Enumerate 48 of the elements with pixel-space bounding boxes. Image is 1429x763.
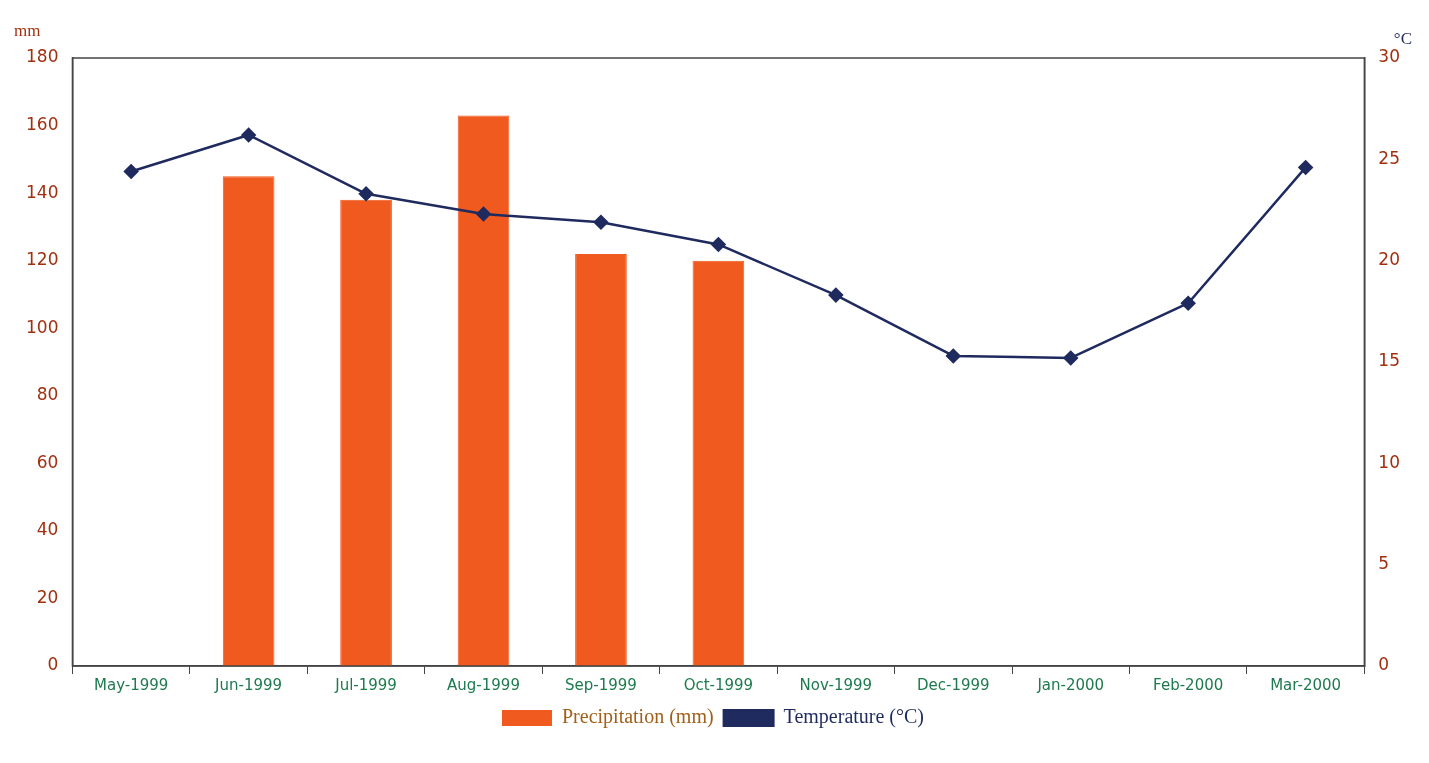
x-tick-label: Oct-1999 — [683, 675, 754, 694]
y-tick-label: 120 — [25, 249, 59, 270]
y-tick-label: 80 — [36, 384, 59, 405]
y-tick-label: 60 — [36, 451, 59, 472]
y2-axis-title: °C — [1393, 29, 1412, 49]
y-tick-label: 20 — [36, 586, 59, 607]
point — [241, 127, 256, 143]
y2-tick-label: 20 — [1378, 249, 1401, 270]
y-tick-label: 180 — [25, 46, 59, 67]
x-tick-label: Feb-2000 — [1153, 675, 1224, 694]
x-tick-label: Dec-1999 — [916, 675, 990, 694]
bar — [575, 253, 627, 666]
y-tick-label: 100 — [25, 316, 59, 337]
point — [358, 186, 374, 202]
y2-tick-label: 5 — [1378, 553, 1390, 574]
y2-tick-label: 0 — [1378, 654, 1390, 675]
y-axis-title: mm — [14, 21, 41, 41]
point — [711, 237, 726, 252]
bar — [340, 199, 392, 666]
point — [828, 287, 844, 303]
legend-label: Temperature (°C) — [783, 705, 925, 729]
x-tick-label: Jul-1999 — [334, 675, 397, 694]
point — [476, 206, 491, 222]
point — [1298, 160, 1313, 175]
y2-tick-label: 10 — [1378, 451, 1401, 472]
point — [1180, 295, 1196, 311]
y2-tick-label: 15 — [1378, 350, 1401, 371]
y-tick-label: 160 — [25, 113, 59, 134]
y2-tick-label: 30 — [1378, 46, 1401, 67]
bar — [692, 260, 745, 666]
y-tick-label: 0 — [47, 654, 59, 675]
x-tick-label: Sep-1999 — [565, 675, 637, 694]
x-tick-label: Jun-1999 — [214, 675, 283, 694]
point — [946, 348, 961, 364]
bar — [457, 115, 510, 666]
x-tick-label: Jan-2000 — [1036, 675, 1105, 694]
point — [1063, 350, 1078, 366]
x-tick-label: May-1999 — [94, 675, 169, 694]
y-tick-label: 40 — [36, 519, 59, 540]
x-tick-label: Nov-1999 — [799, 675, 873, 694]
point — [593, 214, 609, 230]
y-tick-label: 140 — [25, 181, 59, 202]
legend-label: Precipitation (mm) — [561, 705, 714, 729]
y2-tick-label: 25 — [1378, 147, 1401, 168]
x-tick-label: Mar-2000 — [1270, 675, 1342, 694]
x-tick-label: Aug-1999 — [447, 675, 520, 694]
point — [123, 164, 139, 179]
bar — [222, 176, 275, 666]
